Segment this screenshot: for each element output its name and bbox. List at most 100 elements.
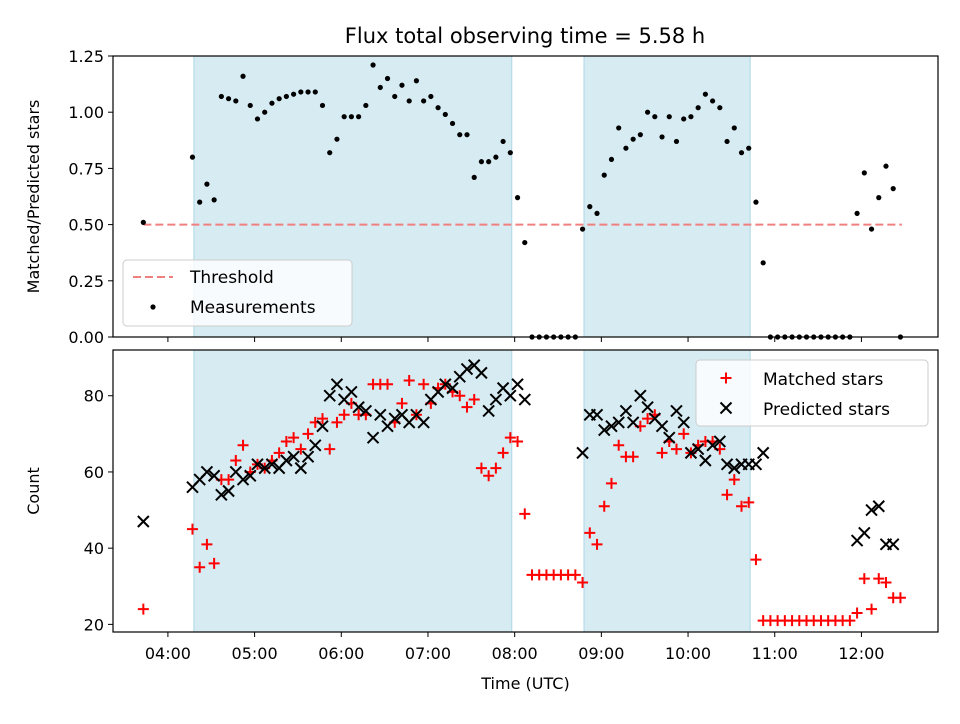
x-tick-label: 09:00 [578, 644, 624, 663]
measurement-point [500, 138, 506, 145]
predicted-star-point [287, 450, 300, 463]
predicted-star-point [691, 442, 705, 456]
measurement-point [753, 199, 759, 205]
matched-star-point [642, 413, 654, 425]
measurement-point [399, 82, 405, 88]
measurement-point [644, 109, 651, 115]
predicted-star-point [280, 454, 293, 467]
matched-star-point [858, 573, 870, 585]
measurement-point [276, 96, 282, 102]
matched-star-point [280, 435, 292, 447]
matched-star-point [750, 554, 762, 566]
predicted-star-point [446, 381, 459, 395]
y-tick-label: 60 [84, 463, 104, 482]
predicted-star-point [222, 484, 235, 498]
legend-measurements-label: Measurements [190, 298, 316, 318]
measurement-point [348, 114, 354, 120]
matched-star-point [591, 538, 603, 550]
y-tick-label: 1.00 [68, 103, 104, 122]
measurement-point [233, 98, 239, 104]
x-tick-label: 08:00 [492, 644, 538, 663]
measurement-point [305, 89, 311, 95]
predicted-star-point [200, 465, 214, 479]
matched-star-point [670, 443, 682, 455]
axes-frame [112, 55, 939, 338]
predicted-star-point [294, 461, 308, 475]
matched-star-point [627, 451, 639, 463]
measurement-point [623, 145, 629, 151]
measurement-point [240, 73, 246, 79]
predicted-star-point [504, 389, 517, 402]
predicted-star-point [439, 378, 452, 391]
y-axis-label: Matched/Predicted stars [24, 100, 43, 294]
matched-star-point [584, 527, 596, 539]
matched-star-point [656, 447, 668, 459]
legend-threshold-label: Threshold [189, 268, 274, 288]
measurement-point [384, 75, 391, 82]
measurement-point [702, 91, 708, 97]
y-axis-label: Count [24, 467, 43, 515]
x-axis-label: Time (UTC) [480, 674, 569, 693]
matched-star-point [736, 500, 748, 512]
observing-interval [583, 55, 751, 338]
legend-box [122, 259, 353, 327]
axes-frame [112, 349, 939, 633]
measurement-point [341, 114, 347, 120]
measurement-point [363, 102, 369, 109]
measurement-point [413, 78, 420, 84]
measurement-point [666, 114, 672, 120]
measurement-point [225, 96, 232, 102]
measurement-point [204, 181, 210, 187]
x-tick-label: 07:00 [405, 644, 451, 663]
predicted-star-point [258, 461, 271, 475]
matched-star-point [873, 573, 885, 585]
predicted-star-point [374, 408, 387, 421]
measurement-point [291, 91, 297, 97]
measurement-point [659, 134, 665, 140]
predicted-star-point [663, 431, 676, 444]
measurement-point [218, 93, 224, 100]
measurement-point [327, 150, 333, 156]
measurement-point [457, 132, 463, 138]
predicted-star-point [137, 515, 150, 528]
measurement-point [319, 102, 326, 109]
matched-star-point [880, 576, 892, 588]
matched-star-point [237, 439, 249, 451]
matched-star-point [338, 409, 350, 421]
matched-star-point [382, 378, 394, 390]
predicted-star-point [887, 538, 900, 551]
measurement-point [197, 199, 203, 205]
x-tick-label: 05:00 [232, 644, 278, 663]
measurement-point [883, 163, 889, 169]
measurement-point [189, 154, 196, 160]
measurement-point [688, 114, 694, 120]
measurement-point [579, 226, 586, 232]
legend-box [695, 359, 929, 427]
measurement-point [695, 105, 701, 111]
measurement-point [710, 98, 716, 104]
measurement-point [334, 136, 340, 142]
predicted-star-point [713, 435, 727, 448]
measurement-point [717, 105, 723, 111]
matched-star-point [302, 428, 314, 440]
predicted-star-point [244, 469, 257, 482]
measurement-point [406, 98, 412, 104]
y-tick-label: 1.25 [68, 47, 104, 66]
x-tick-label: 10:00 [665, 644, 711, 663]
predicted-star-point [865, 503, 878, 517]
predicted-star-point [706, 439, 719, 452]
matched-star-point [331, 416, 343, 428]
predicted-star-point [518, 393, 531, 406]
measurement-point [601, 172, 607, 178]
measurement-point [861, 170, 867, 176]
predicted-star-point [634, 389, 647, 402]
predicted-star-point [699, 454, 712, 467]
matched-star-point [483, 470, 495, 482]
matched-star-point [678, 428, 690, 440]
measurement-point [760, 260, 766, 266]
predicted-star-point [388, 412, 401, 425]
measurement-point [493, 154, 499, 160]
measurement-point [673, 138, 680, 145]
predicted-star-point [576, 446, 589, 460]
predicted-star-point [619, 404, 633, 418]
